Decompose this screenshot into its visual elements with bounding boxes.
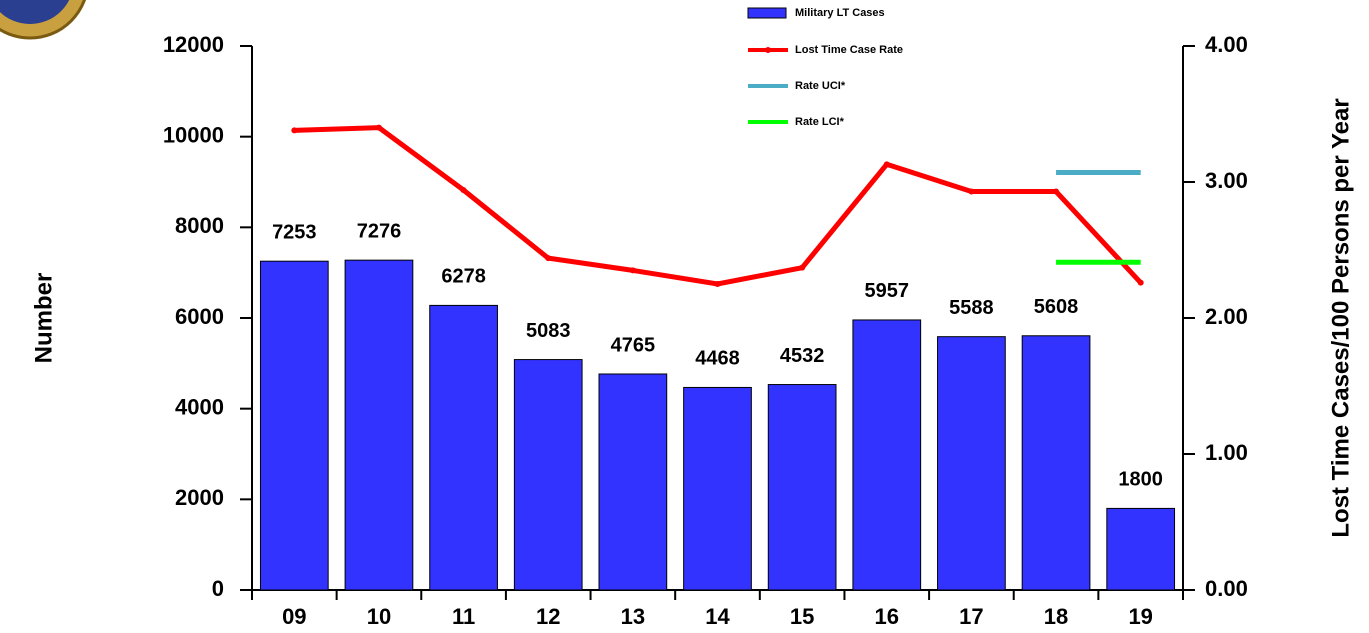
legend-marker bbox=[765, 47, 771, 53]
x-tick-label: 14 bbox=[705, 604, 730, 629]
line-marker bbox=[545, 255, 552, 262]
line-marker bbox=[629, 267, 636, 274]
x-tick-label: 13 bbox=[621, 604, 645, 629]
bar bbox=[937, 336, 1006, 591]
y-tick-label: 6000 bbox=[175, 304, 224, 329]
y-axis-label: Number bbox=[30, 273, 57, 364]
x-tick-label: 17 bbox=[959, 604, 983, 629]
bar bbox=[259, 260, 329, 591]
data-label: 5957 bbox=[865, 280, 910, 302]
logo bbox=[0, 0, 87, 40]
y2-tick-label: 2.00 bbox=[1205, 304, 1248, 329]
legend-label: Rate LCI* bbox=[795, 116, 845, 128]
bar bbox=[1106, 507, 1176, 591]
y-tick-label: 10000 bbox=[163, 122, 224, 147]
bar bbox=[683, 386, 752, 591]
data-label: 4532 bbox=[780, 345, 825, 367]
data-label: 5083 bbox=[526, 320, 571, 342]
line-marker bbox=[291, 127, 298, 134]
y2-tick-label: 4.00 bbox=[1205, 32, 1248, 57]
data-label: 5608 bbox=[1034, 296, 1079, 318]
legend-swatch bbox=[747, 7, 787, 19]
y-tick-label: 2000 bbox=[175, 485, 224, 510]
data-label: 4765 bbox=[611, 334, 656, 356]
y2-tick-label: 3.00 bbox=[1205, 168, 1248, 193]
x-tick-label: 10 bbox=[367, 604, 391, 629]
y-tick-label: 4000 bbox=[175, 394, 224, 419]
line bbox=[294, 125, 1143, 287]
y2-tick-label: 0.00 bbox=[1205, 576, 1248, 601]
line-marker bbox=[1053, 188, 1060, 195]
y-tick-label: 8000 bbox=[175, 213, 224, 238]
line-marker bbox=[799, 264, 806, 271]
x-tick-label: 19 bbox=[1128, 604, 1152, 629]
legend-label: Military LT Cases bbox=[795, 7, 885, 19]
data-label: 5588 bbox=[949, 297, 994, 319]
y2-axis-label: Lost Time Cases/100 Persons per Year bbox=[1327, 98, 1354, 537]
bar bbox=[513, 359, 583, 591]
data-label: 7276 bbox=[357, 220, 402, 242]
bar bbox=[598, 373, 668, 591]
bar bbox=[1021, 335, 1091, 591]
line-marker bbox=[883, 161, 890, 168]
data-label: 4468 bbox=[695, 348, 740, 370]
x-tick-label: 12 bbox=[536, 604, 560, 629]
line-marker bbox=[460, 187, 467, 194]
x-tick-label: 18 bbox=[1044, 604, 1068, 629]
y2-tick-label: 1.00 bbox=[1205, 440, 1248, 465]
bar bbox=[852, 319, 922, 591]
x-tick-label: 09 bbox=[282, 604, 306, 629]
line-marker bbox=[375, 124, 382, 131]
line-marker bbox=[714, 281, 721, 287]
line-marker bbox=[968, 188, 975, 195]
x-tick-label: 15 bbox=[790, 604, 814, 629]
line-marker bbox=[1137, 279, 1144, 286]
y-tick-label: 0 bbox=[212, 576, 224, 601]
y-tick-label: 12000 bbox=[163, 32, 224, 57]
legend-label: Rate UCI* bbox=[795, 80, 846, 92]
bar bbox=[344, 259, 414, 591]
legend-label: Lost Time Case Rate bbox=[795, 44, 903, 56]
bar bbox=[429, 304, 498, 591]
data-label: 7253 bbox=[272, 221, 317, 243]
data-label: 1800 bbox=[1118, 469, 1163, 491]
x-tick-label: 16 bbox=[875, 604, 899, 629]
x-tick-label: 11 bbox=[452, 604, 475, 629]
bar bbox=[767, 384, 837, 591]
data-label: 6278 bbox=[441, 266, 486, 288]
